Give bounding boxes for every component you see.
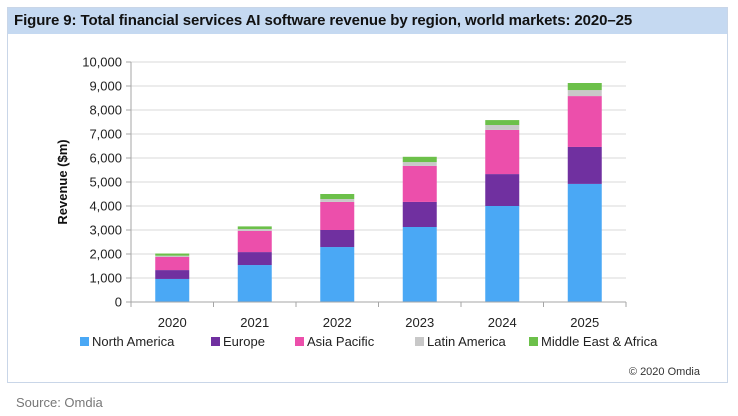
bar-latin-america-2023 xyxy=(402,162,437,166)
bar-europe-2024 xyxy=(485,174,520,206)
bar-middle-east-africa-2020 xyxy=(155,253,190,256)
bar-latin-america-2020 xyxy=(155,255,190,257)
bar-asia-pacific-2023 xyxy=(402,165,437,202)
bar-middle-east-africa-2022 xyxy=(320,194,355,200)
bar-europe-2022 xyxy=(320,230,355,248)
y-tick-label: 10,000 xyxy=(82,55,122,70)
legend-swatch xyxy=(211,337,220,346)
bar-middle-east-africa-2025 xyxy=(567,83,602,91)
source-note: Source: Omdia xyxy=(16,395,103,410)
y-tick-label: 2,000 xyxy=(89,247,122,262)
bar-asia-pacific-2022 xyxy=(320,201,355,230)
copyright-note: © 2020 Omdia xyxy=(628,366,700,378)
bar-north-america-2020 xyxy=(155,278,190,302)
x-tick-label: 2023 xyxy=(405,315,434,330)
y-tick-label: 7,000 xyxy=(89,127,122,142)
bar-europe-2021 xyxy=(237,252,272,266)
bar-latin-america-2025 xyxy=(567,90,602,97)
bar-latin-america-2022 xyxy=(320,199,355,202)
legend-swatch xyxy=(415,337,424,346)
y-tick-label: 1,000 xyxy=(89,271,122,286)
bar-asia-pacific-2020 xyxy=(155,257,190,271)
bar-north-america-2021 xyxy=(237,265,272,302)
bar-middle-east-africa-2023 xyxy=(402,156,437,163)
bar-europe-2023 xyxy=(402,201,437,227)
legend-label: Asia Pacific xyxy=(307,334,375,349)
legend-swatch xyxy=(80,337,89,346)
legend-label: Middle East & Africa xyxy=(541,334,658,349)
y-axis-title: Revenue ($m) xyxy=(55,139,70,224)
y-tick-label: 0 xyxy=(115,295,122,310)
bar-latin-america-2021 xyxy=(237,229,272,231)
bar-asia-pacific-2024 xyxy=(485,129,520,175)
y-tick-label: 8,000 xyxy=(89,103,122,118)
bar-asia-pacific-2025 xyxy=(567,96,602,147)
y-tick-label: 6,000 xyxy=(89,151,122,166)
axes: 0 1,000 2,000 3,000 4,000 5,000 6,000 7,000 8,00… xyxy=(55,55,627,330)
figure-header: Figure 9: Total financial services AI so… xyxy=(8,8,727,34)
bar-europe-2020 xyxy=(155,270,190,279)
y-tick-label: 9,000 xyxy=(89,79,122,94)
figure-title: Figure 9: Total financial services AI so… xyxy=(14,12,633,29)
legend-swatch xyxy=(529,337,538,346)
x-tick-label: 2024 xyxy=(488,315,517,330)
legend: North America Europe Asia Pacific Latin Ame… xyxy=(80,334,658,349)
bar-middle-east-africa-2024 xyxy=(485,120,520,125)
x-tick-label: 2022 xyxy=(323,315,352,330)
x-tick-label: 2020 xyxy=(158,315,187,330)
x-tick-label: 2021 xyxy=(240,315,269,330)
bar-north-america-2024 xyxy=(485,206,520,302)
x-tick-label: 2025 xyxy=(570,315,599,330)
legend-label: North America xyxy=(92,334,175,349)
bar-europe-2025 xyxy=(567,146,602,184)
bar-middle-east-africa-2021 xyxy=(237,226,272,230)
bar-north-america-2023 xyxy=(402,227,437,302)
y-tick-label: 3,000 xyxy=(89,223,122,238)
y-tick-label: 5,000 xyxy=(89,175,122,190)
gridlines xyxy=(131,61,626,279)
legend-label: Latin America xyxy=(427,334,507,349)
bar-latin-america-2024 xyxy=(485,125,520,130)
bar-north-america-2025 xyxy=(567,183,602,302)
bar-north-america-2022 xyxy=(320,247,355,302)
bars xyxy=(155,83,602,302)
legend-label: Europe xyxy=(223,334,265,349)
bar-asia-pacific-2021 xyxy=(237,230,272,253)
legend-swatch xyxy=(295,337,304,346)
figure-frame: Figure 9: Total financial services AI so… xyxy=(7,7,728,383)
y-tick-label: 4,000 xyxy=(89,199,122,214)
